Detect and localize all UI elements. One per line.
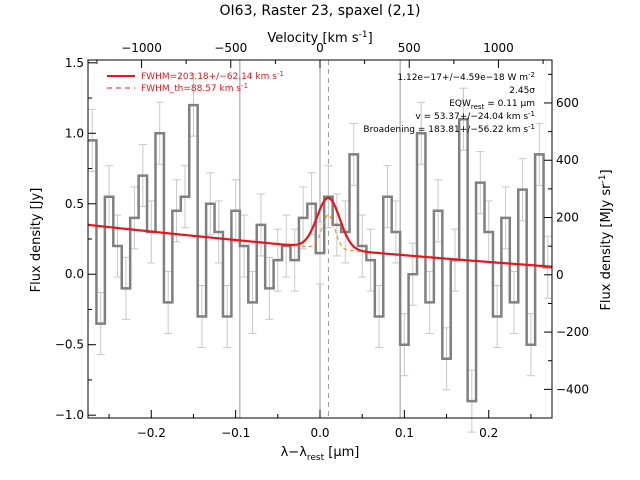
x-tick-label: 0.0 [310, 426, 329, 440]
plot-frame [87, 59, 553, 419]
x-axis-title: λ−λrest [μm] [281, 445, 360, 463]
fit-curve-fwhm-th [294, 214, 363, 253]
right-axis-title: Flux density [MJy sr-1] [598, 169, 614, 310]
x-tick-label: −0.2 [137, 426, 166, 440]
y2-tick-label: 400 [556, 153, 579, 167]
fit-annotations: 1.12e−17+/−4.59e−18 W m-2 2.45σ EQWrest … [363, 71, 535, 135]
data-histogram [88, 103, 552, 403]
annotation-eqw: EQWrest = 0.11 μm [449, 99, 535, 111]
y2-tick-label: 0 [556, 268, 564, 282]
y-axis-title: Flux density [Jy] [29, 188, 44, 293]
x2-tick-label: 1000 [483, 41, 514, 55]
fit-curve-fwhm [87, 196, 553, 268]
y-tick-label: −1.0 [55, 408, 84, 422]
y2-tick-label: −400 [556, 382, 589, 396]
x2-tick-label: 500 [398, 41, 421, 55]
annotation-flux: 1.12e−17+/−4.59e−18 W m-2 [397, 71, 535, 83]
plot-area [87, 60, 553, 433]
annotation-broadening: Broadening = 183.81+/−56.22 km s-1 [363, 123, 535, 135]
y-tick-label: 0.0 [65, 267, 84, 281]
x-tick-label: 0.1 [395, 426, 414, 440]
legend: FWHM=203.18+/−62.14 km s-1 FWHM_th=88.57… [107, 70, 284, 94]
y-tick-label: −0.5 [55, 338, 84, 352]
annotation-velocity: v = 53.37+/−24.04 km s-1 [415, 110, 535, 122]
x-tick-label: −0.1 [221, 426, 250, 440]
x-tick-label: 0.2 [479, 426, 498, 440]
annotation-sigma: 2.45σ [509, 86, 535, 96]
x2-tick-label: −1000 [121, 41, 162, 55]
y-tick-label: 0.5 [65, 197, 84, 211]
legend-label-fwhm-th: FWHM_th=88.57 km s-1 [141, 82, 248, 94]
legend-label-fwhm: FWHM=203.18+/−62.14 km s-1 [141, 70, 284, 82]
x2-tick-label: −500 [214, 41, 247, 55]
y-tick-label: 1.5 [65, 56, 84, 70]
x2-tick-label: 0 [316, 41, 324, 55]
chart-title: OI63, Raster 23, spaxel (2,1) [220, 3, 421, 19]
y2-tick-label: −200 [556, 325, 589, 339]
top-axis-title: Velocity [km s-1] [267, 30, 372, 46]
y2-tick-label: 600 [556, 96, 579, 110]
y-tick-label: 1.0 [65, 126, 84, 140]
y2-tick-label: 200 [556, 211, 579, 225]
